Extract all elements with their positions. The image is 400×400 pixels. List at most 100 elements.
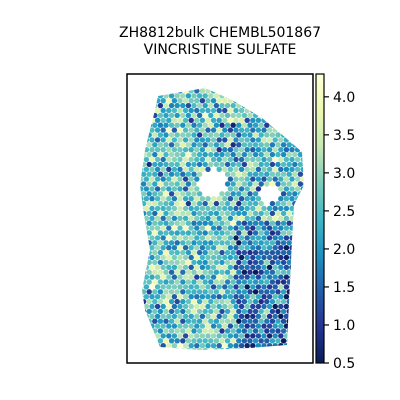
spot — [188, 147, 194, 153]
spot — [199, 98, 206, 104]
spot — [166, 313, 172, 319]
spot — [174, 338, 180, 344]
spot — [157, 279, 164, 285]
spot — [283, 107, 290, 114]
spot — [292, 269, 298, 275]
spot — [182, 196, 189, 202]
spot — [174, 298, 180, 305]
spot — [300, 323, 304, 329]
spot — [258, 151, 264, 158]
spot — [272, 245, 278, 251]
spot-layer — [140, 88, 304, 350]
spot — [266, 225, 273, 231]
spot — [154, 294, 161, 300]
spot — [294, 245, 301, 251]
spot — [289, 137, 295, 143]
spot — [275, 151, 281, 158]
spot — [255, 284, 262, 290]
spot — [255, 215, 262, 221]
spot — [210, 98, 217, 104]
spot — [154, 205, 161, 212]
spot — [227, 284, 234, 290]
spot — [182, 107, 189, 114]
spot — [143, 215, 150, 221]
spot — [152, 259, 158, 266]
colorbar-tick-label: 2.5 — [333, 204, 355, 220]
spot — [185, 240, 192, 246]
spot — [202, 249, 208, 256]
spot — [157, 181, 164, 187]
spot — [283, 205, 290, 212]
spot — [140, 181, 147, 187]
spot — [182, 215, 189, 221]
spot — [205, 215, 211, 221]
spot — [286, 112, 292, 119]
spot — [177, 235, 183, 241]
spot — [303, 279, 304, 285]
spot — [174, 93, 180, 99]
spot — [219, 347, 225, 350]
colorbar-tick-label: 2.0 — [333, 242, 355, 258]
spot — [143, 156, 150, 163]
spot — [272, 333, 278, 339]
spot — [216, 215, 222, 221]
spot — [286, 338, 292, 344]
spot — [294, 147, 301, 153]
spot — [210, 294, 217, 300]
spot — [286, 269, 292, 275]
spot — [219, 132, 225, 138]
spot — [250, 225, 256, 231]
spot — [196, 259, 203, 266]
spot — [160, 176, 166, 182]
spot — [194, 127, 200, 133]
spot — [160, 274, 166, 280]
spot — [177, 215, 183, 221]
spot — [168, 151, 175, 158]
spot — [168, 181, 175, 187]
spot — [199, 264, 206, 270]
spot — [286, 181, 292, 187]
spot — [280, 132, 287, 138]
spot — [233, 117, 239, 124]
spot — [216, 274, 222, 280]
spot — [202, 279, 208, 285]
spot — [238, 147, 245, 153]
spot — [292, 142, 298, 148]
spot — [272, 235, 278, 241]
spot — [264, 220, 270, 226]
spot — [205, 166, 211, 172]
spot — [289, 147, 295, 153]
spot — [264, 259, 270, 266]
spot — [266, 107, 273, 114]
spot — [241, 279, 248, 285]
spot — [166, 147, 172, 153]
spot — [278, 225, 284, 231]
spot — [292, 318, 298, 324]
spot — [149, 117, 155, 124]
spot — [264, 122, 270, 128]
spot — [227, 264, 234, 270]
spot — [264, 230, 270, 236]
spot — [264, 93, 270, 99]
spot — [171, 294, 178, 300]
spot — [199, 284, 206, 290]
spot — [283, 235, 290, 241]
spot — [149, 274, 155, 280]
spot — [250, 127, 256, 133]
spot — [185, 151, 192, 158]
spot — [143, 196, 150, 202]
spot — [252, 220, 259, 226]
spot — [300, 176, 304, 182]
spot — [216, 205, 222, 212]
spot — [171, 274, 178, 280]
spot — [233, 343, 239, 349]
spot — [266, 343, 273, 349]
spot — [269, 181, 276, 187]
spot — [210, 147, 217, 153]
spot — [182, 343, 189, 349]
spot — [182, 137, 189, 143]
spot — [213, 269, 220, 275]
spot — [261, 254, 267, 261]
spot — [180, 102, 186, 109]
spot — [247, 338, 253, 344]
